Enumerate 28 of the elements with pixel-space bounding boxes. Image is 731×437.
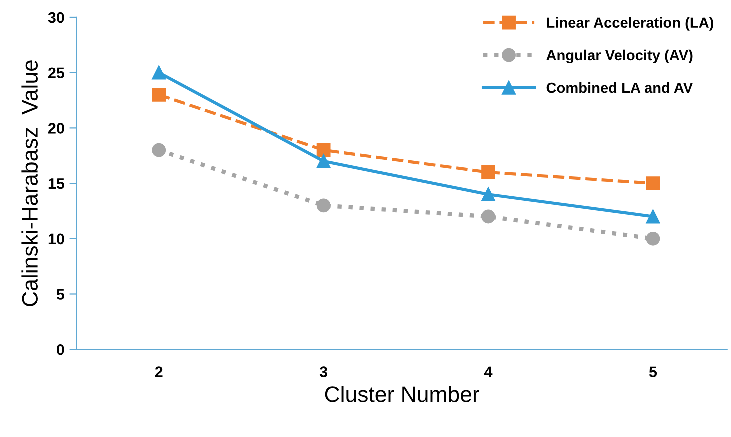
y-tick-label: 0: [57, 344, 64, 356]
point: [646, 210, 660, 224]
point: [152, 88, 166, 102]
x-axis-title: Cluster Number: [325, 386, 480, 402]
point: [152, 66, 166, 80]
x-tick-label: 4: [484, 366, 493, 378]
y-tick-label: 25: [48, 68, 65, 79]
point: [646, 176, 660, 190]
point: [482, 210, 496, 224]
x-tick-label: 2: [155, 366, 163, 378]
legend-label: Combined LA and AV: [546, 82, 694, 94]
point: [482, 166, 496, 180]
x-tick-label: 5: [649, 366, 658, 378]
legend-label: Linear Acceleration (LA): [547, 17, 714, 31]
point: [646, 232, 660, 246]
y-tick-label: 15: [48, 178, 65, 190]
y-tick-label: 5: [56, 289, 65, 300]
point: [316, 198, 331, 213]
x-tick-label: 3: [320, 366, 328, 378]
y-tick-label: 10: [48, 234, 64, 245]
point: [316, 143, 331, 158]
y-tick-label: 20: [48, 123, 64, 134]
point: [316, 154, 331, 168]
y-tick-label: 30: [48, 12, 64, 24]
legend-label: Angular Velocity (AV): [546, 50, 693, 64]
y-axis-title: Calinski-Harabasz Value: [22, 60, 38, 306]
point: [482, 188, 496, 202]
point: [152, 143, 166, 158]
